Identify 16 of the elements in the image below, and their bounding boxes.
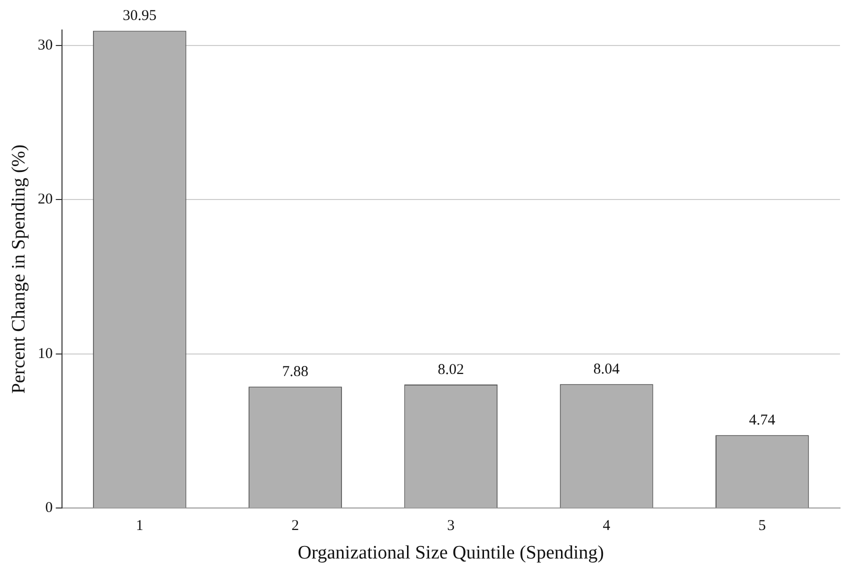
data-label: 30.95 bbox=[122, 8, 156, 24]
x-tick-label: 4 bbox=[602, 518, 611, 534]
x-axis-title: Organizational Size Quintile (Spending) bbox=[298, 542, 604, 564]
x-tick-label: 1 bbox=[136, 518, 144, 534]
y-axis-title: Percent Change in Spending (%) bbox=[8, 144, 30, 394]
x-tick-label: 2 bbox=[292, 518, 300, 534]
data-label: 4.74 bbox=[749, 412, 776, 429]
y-tick-label: 10 bbox=[38, 346, 53, 362]
y-tick-label: 0 bbox=[45, 500, 53, 516]
y-tick-label: 30 bbox=[38, 37, 53, 54]
data-label: 7.88 bbox=[282, 364, 308, 380]
y-tick-label: 20 bbox=[38, 192, 53, 208]
x-tick-label: 3 bbox=[447, 518, 455, 534]
x-tick-label: 5 bbox=[758, 518, 766, 534]
data-label: 8.04 bbox=[593, 362, 620, 378]
data-label: 8.02 bbox=[438, 362, 464, 378]
